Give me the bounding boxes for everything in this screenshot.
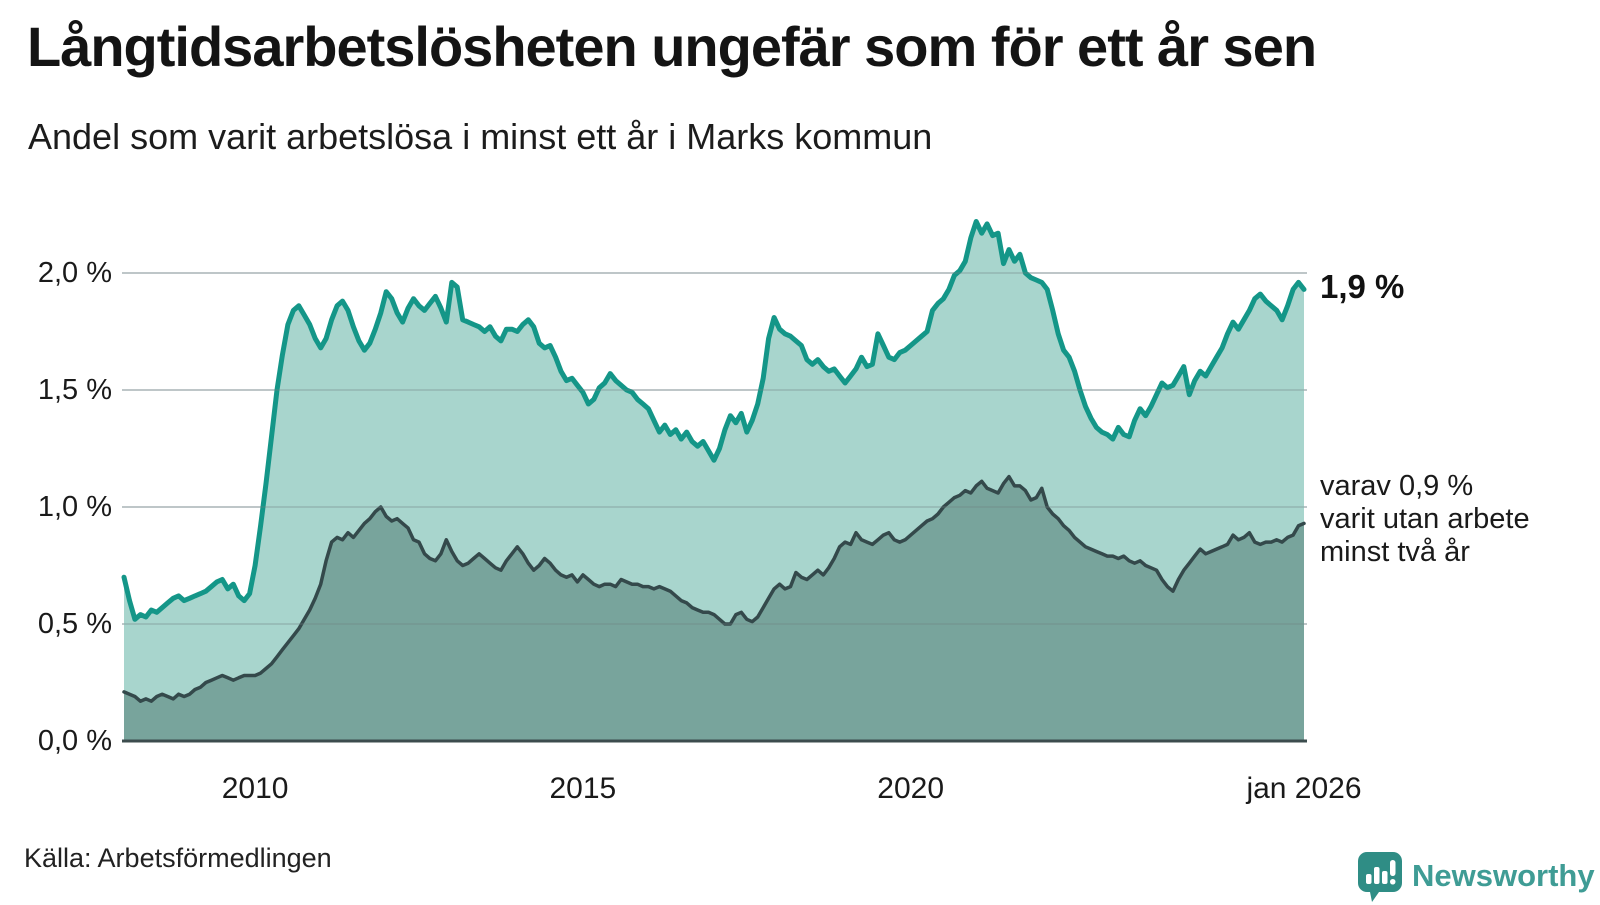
logo-text: Newsworthy (1412, 858, 1595, 893)
page-title: Långtidsarbetslösheten ungefär som för e… (27, 15, 1317, 78)
end-note-annotation: varav 0,9 % varit utan arbete minst två … (1320, 470, 1530, 569)
y-axis-label: 1,5 % (37, 374, 112, 406)
x-axis-label: jan 2026 (1246, 772, 1362, 805)
end-note-line-1: varav 0,9 % (1320, 470, 1474, 502)
y-axis-label: 1,0 % (37, 491, 112, 523)
x-axis-label: 2015 (549, 772, 617, 805)
y-axis-label: 0,5 % (37, 608, 112, 640)
x-axis-label: 2020 (877, 772, 945, 805)
end-note-line-3: minst två år (1320, 536, 1470, 568)
newsworthy-logo: Newsworthy (1358, 852, 1595, 902)
y-axis-label: 0,0 % (37, 725, 112, 757)
page-subtitle: Andel som varit arbetslösa i minst ett å… (28, 116, 933, 157)
x-axis-label: 2010 (221, 772, 289, 805)
chart-bubble-icon (1358, 852, 1402, 902)
source-note: Källa: Arbetsförmedlingen (24, 843, 332, 873)
end-note-line-2: varit utan arbete (1320, 503, 1530, 535)
end-value-annotation: 1,9 % (1320, 268, 1405, 305)
y-axis-label: 2,0 % (37, 257, 112, 289)
